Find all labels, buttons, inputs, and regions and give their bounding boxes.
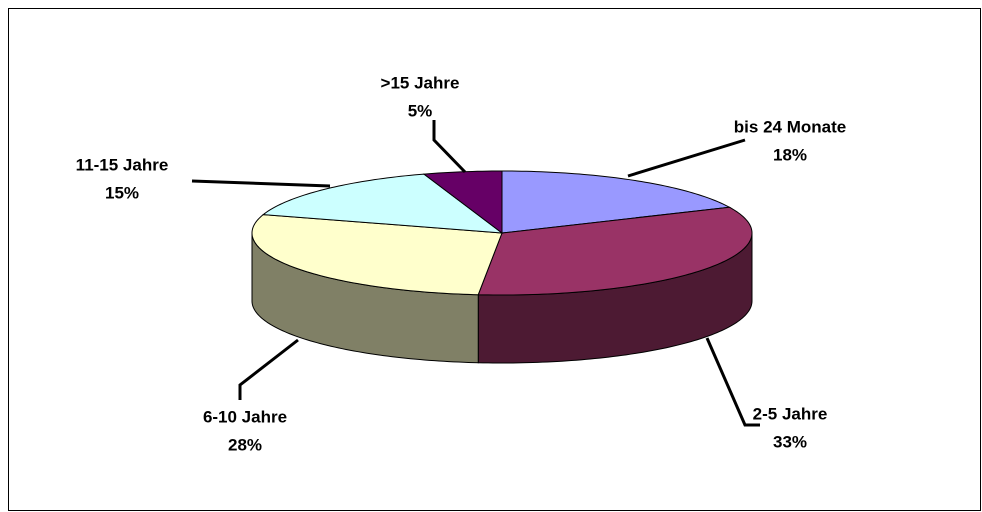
pie-slice (251, 214, 503, 296)
leader-line (705, 337, 760, 427)
leader-line (432, 120, 467, 174)
pie-slice (477, 206, 753, 296)
slice-label: 2-5 Jahre (753, 404, 828, 423)
slice-value-label: 15% (105, 183, 139, 202)
leader-line (191, 179, 331, 188)
slice-value-label: 28% (228, 435, 262, 454)
slice-label: bis 24 Monate (734, 117, 846, 136)
slice-value-label: 18% (773, 145, 807, 164)
slice-label: 6-10 Jahre (203, 407, 287, 426)
slice-value-label: 5% (408, 101, 433, 120)
pie-slice (501, 170, 732, 234)
pie-slice (261, 173, 504, 234)
slice-label: >15 Jahre (381, 73, 460, 92)
leader-line (238, 338, 299, 400)
slice-value-label: 33% (773, 432, 807, 451)
slice-label: 11-15 Jahre (76, 155, 169, 174)
leader-line (627, 138, 746, 178)
pie-slice (422, 170, 503, 235)
